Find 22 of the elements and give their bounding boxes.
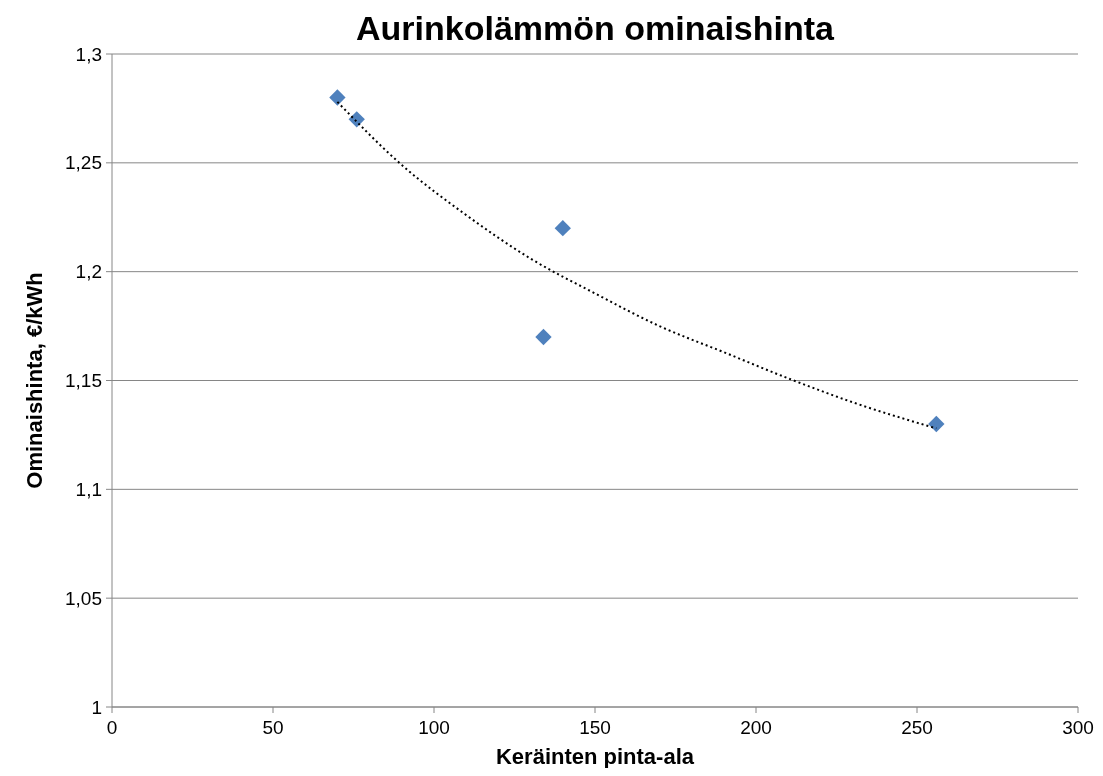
x-axis-title: Keräinten pinta-ala — [495, 744, 695, 769]
x-tick-label: 250 — [901, 717, 933, 738]
y-tick-label: 1,15 — [65, 370, 102, 392]
y-tick-label: 1,05 — [65, 587, 102, 609]
x-tick-label: 50 — [262, 717, 284, 738]
point — [535, 328, 552, 346]
point — [329, 89, 346, 106]
x-tick-label: 200 — [740, 717, 772, 738]
y-axis-title: Ominaishinta, €/kWh — [22, 272, 47, 489]
point — [554, 219, 571, 237]
point — [348, 111, 365, 128]
y-tick-label: 1,1 — [75, 478, 102, 500]
x-tick-label: 300 — [1062, 717, 1094, 738]
x-tick-label: 0 — [106, 717, 118, 738]
y-tick-label: 1,2 — [75, 261, 102, 283]
x-tick-label: 150 — [579, 717, 611, 738]
y-tick-label: 1 — [91, 696, 102, 718]
y-tick-label: 1,25 — [65, 152, 102, 174]
x-tick-label: 100 — [418, 717, 450, 738]
y-tick-label: 1,3 — [75, 43, 102, 65]
point — [928, 415, 945, 433]
chart-title: Aurinkolämmön ominaishinta — [356, 9, 836, 47]
